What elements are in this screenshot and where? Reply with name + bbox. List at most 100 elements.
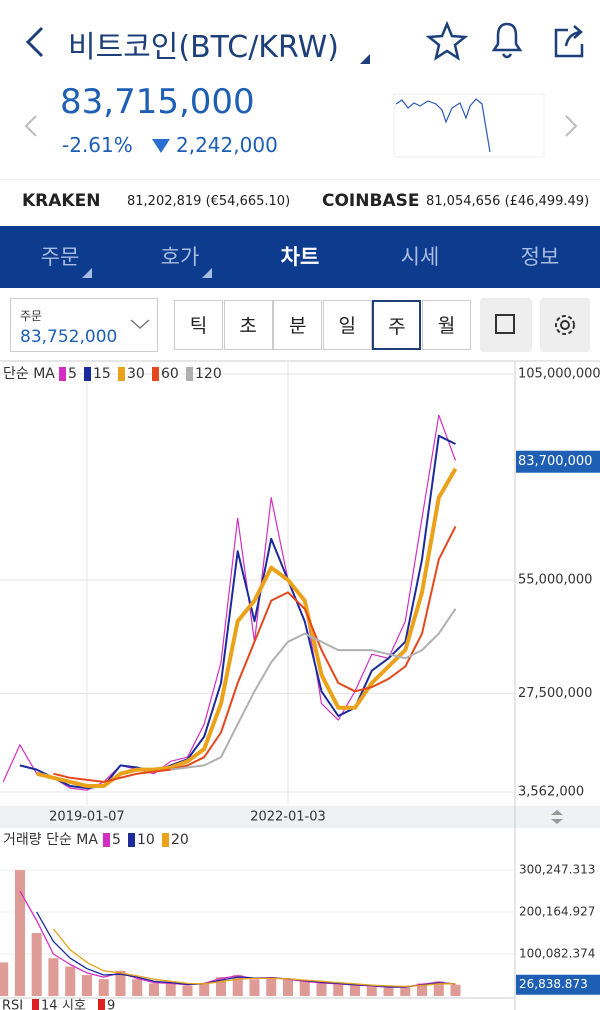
sparkline <box>395 98 491 153</box>
tab[interactable]: 주문 <box>40 245 80 269</box>
legend-label: 60 <box>161 366 179 382</box>
volume-bar <box>366 985 377 997</box>
change-rate: -2.61% <box>62 133 133 157</box>
period-button[interactable]: 주 <box>372 300 422 350</box>
volume-bar <box>433 981 444 997</box>
volume-bar <box>383 987 394 997</box>
exchange-quote: 81,202,819 (€54,665.10) <box>127 194 291 209</box>
tab-dropdown <box>82 268 92 278</box>
current-volume-label: 26,838.873 <box>519 977 588 991</box>
volume-bar <box>14 870 25 997</box>
y-tick-label: 27,500,000 <box>518 686 592 701</box>
legend-swatch <box>128 833 135 847</box>
volume-bar <box>115 970 126 997</box>
alarm-icon[interactable] <box>491 22 523 59</box>
tab[interactable]: 정보 <box>520 245 560 269</box>
legend-title: 단순 MA <box>3 366 55 382</box>
current-price: 83,715,000 <box>60 82 255 122</box>
date-axis-band <box>0 806 600 828</box>
x-tick-label: 2022-01-03 <box>250 810 326 825</box>
volume-bar <box>98 979 109 997</box>
volume-bar <box>282 979 294 997</box>
order-value: 83,752,000 <box>20 327 118 347</box>
legend-swatch <box>186 367 193 381</box>
volume-bar <box>182 985 193 997</box>
legend-label: 10 <box>137 832 155 848</box>
legend-swatch <box>32 999 39 1010</box>
draw-button[interactable] <box>480 298 532 352</box>
period-button[interactable]: 분 <box>273 300 323 350</box>
volume-bar <box>249 979 260 997</box>
exchange-name: COINBASE <box>322 191 420 211</box>
tab[interactable]: 호가 <box>160 245 200 269</box>
ma-line <box>19 434 456 790</box>
ma-line <box>36 911 456 988</box>
volume-bar <box>31 933 42 997</box>
volume-bar <box>81 975 92 997</box>
order-label: 주문 <box>20 309 43 323</box>
volume-bar <box>316 983 327 997</box>
volume-bar <box>400 987 411 997</box>
ma-line <box>53 525 457 783</box>
legend-label: 20 <box>171 832 189 848</box>
sparkline-box <box>393 93 545 158</box>
volume-bar <box>215 977 227 997</box>
y-tick-label: 55,000,000 <box>518 572 592 587</box>
prev-button[interactable] <box>24 115 37 137</box>
change-amount: 2,242,000 <box>176 133 278 157</box>
legend-swatch <box>103 833 110 847</box>
share-icon[interactable] <box>554 25 584 58</box>
header-icons <box>0 20 600 180</box>
current-volume-box <box>516 974 600 995</box>
volume-bar <box>266 977 277 997</box>
y-tick-label: 105,000,000 <box>518 366 600 381</box>
resize-handle[interactable] <box>551 810 563 815</box>
legend-swatch <box>59 367 66 381</box>
volume-bar <box>450 984 461 997</box>
rsi-param: 시호 <box>62 999 86 1010</box>
x-tick-label: 2019-01-07 <box>49 810 125 825</box>
y-tick-label: 200,164.927 <box>519 905 595 919</box>
chevron <box>130 319 150 330</box>
next-button[interactable] <box>565 115 578 137</box>
tab-bar <box>0 226 600 288</box>
resize-handle[interactable] <box>551 819 563 824</box>
rsi-label: RSI <box>2 999 23 1010</box>
ma-line <box>36 467 458 788</box>
settings-button[interactable] <box>540 298 590 352</box>
volume-bar <box>232 975 243 997</box>
y-tick-label: 3,562,000 <box>518 784 584 799</box>
legend-label: 5 <box>68 366 77 382</box>
period-button[interactable]: 틱 <box>174 300 223 350</box>
y-tick-label: 100,082.374 <box>519 947 595 961</box>
ma-line <box>52 928 456 988</box>
order-box[interactable]: 주문 83,752,000 <box>10 298 158 352</box>
volume-bar <box>148 983 159 997</box>
legend-swatch <box>118 367 125 381</box>
tab[interactable]: 차트 <box>280 245 320 269</box>
tab-dropdown <box>202 268 212 278</box>
back-button[interactable] <box>25 26 44 58</box>
tab[interactable]: 시세 <box>400 245 440 269</box>
title-dropdown[interactable] <box>360 54 370 64</box>
page-title: 비트코인(BTC/KRW) <box>68 30 339 65</box>
period-button[interactable]: 월 <box>422 300 471 350</box>
exchange-name: KRAKEN <box>22 191 101 211</box>
volume-bar <box>48 958 59 997</box>
ma-line <box>19 890 456 988</box>
ma-line <box>2 414 457 791</box>
legend-label: 15 <box>93 366 111 382</box>
legend-swatch <box>84 367 91 381</box>
legend-label: 5 <box>112 832 121 848</box>
legend-label: 30 <box>127 366 145 382</box>
current-price-box <box>516 450 600 473</box>
period-button[interactable]: 일 <box>322 300 372 350</box>
favorite-icon[interactable] <box>425 20 469 61</box>
volume-bar <box>416 983 428 997</box>
period-button[interactable]: 초 <box>223 300 273 350</box>
legend-title: 거래량 단순 MA <box>3 832 98 848</box>
y-tick-label: 300,247.313 <box>519 862 595 876</box>
legend-swatch <box>98 999 105 1010</box>
